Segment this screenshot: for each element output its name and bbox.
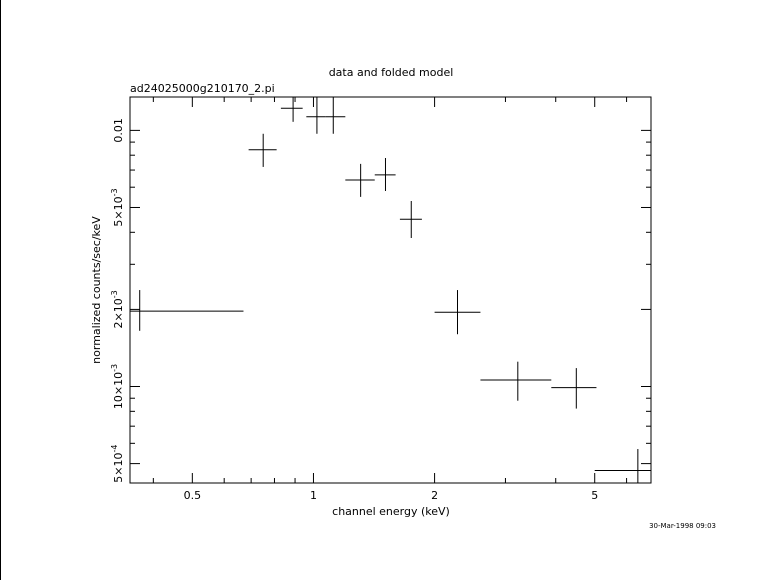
- x-tick-label: 5: [591, 489, 598, 502]
- y-tick-label: 5×10-3: [110, 188, 125, 226]
- y-tick-mantissa: 5×10: [112, 196, 125, 226]
- data-point: [480, 361, 552, 401]
- data-point: [325, 97, 346, 134]
- plot-frame: [129, 96, 652, 484]
- window-border-left: [0, 0, 1, 580]
- timestamp: 30-Mar-1998 09:03: [649, 522, 716, 530]
- y-tick-mantissa: 0.01: [112, 118, 125, 143]
- y-tick-label: 5×10-4: [110, 445, 125, 483]
- y-tick-mantissa: 2×10: [112, 298, 125, 328]
- axis-ticks: 0.5 1 2 55×10-410×10-32×10-35×10-30.01: [110, 97, 651, 502]
- data-point: [374, 158, 396, 191]
- data-point: [399, 201, 422, 239]
- y-tick-label: 2×10-3: [110, 290, 125, 328]
- y-tick-label: 0.01: [112, 118, 125, 143]
- data-point: [594, 449, 651, 483]
- y-tick-exponent: -3: [110, 188, 119, 196]
- x-tick-label: 1: [310, 489, 317, 502]
- y-tick-exponent: -3: [110, 290, 119, 298]
- x-axis-label: channel energy (keV): [332, 505, 450, 518]
- data-point: [551, 368, 597, 409]
- data-point: [306, 97, 326, 134]
- data-point: [345, 163, 375, 197]
- data-points: [130, 97, 651, 483]
- y-tick-exponent: -3: [110, 364, 119, 372]
- data-point: [248, 133, 277, 167]
- chart-title: data and folded model: [329, 66, 454, 79]
- y-tick-label: 10×10-3: [110, 364, 125, 409]
- y-tick-exponent: -4: [110, 445, 119, 453]
- data-point: [434, 290, 481, 335]
- x-tick-label: 2: [431, 489, 438, 502]
- y-tick-mantissa: 5×10: [112, 452, 125, 482]
- y-tick-mantissa: 10×10: [112, 372, 125, 409]
- y-axis-label: normalized counts/sec/keV: [90, 216, 103, 364]
- chart-subtitle: ad24025000g210170_2.pi: [130, 82, 275, 95]
- x-tick-label: 0.5: [184, 489, 202, 502]
- data-point: [130, 290, 244, 331]
- data-point: [280, 97, 303, 122]
